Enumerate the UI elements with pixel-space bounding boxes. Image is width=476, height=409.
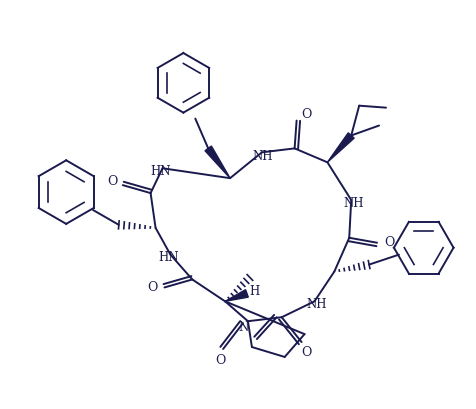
Text: NH: NH [306, 298, 326, 311]
Text: H: H [249, 285, 259, 298]
Text: NH: NH [342, 196, 363, 209]
Text: O: O [108, 175, 118, 188]
Text: O: O [301, 108, 311, 121]
Polygon shape [225, 290, 248, 301]
Text: O: O [215, 355, 225, 367]
Text: HN: HN [158, 251, 178, 264]
Text: O: O [147, 281, 158, 294]
Text: HN: HN [150, 165, 170, 178]
Text: NH: NH [252, 150, 273, 163]
Text: O: O [383, 236, 393, 249]
Polygon shape [205, 146, 229, 178]
Polygon shape [327, 133, 354, 162]
Text: O: O [301, 346, 311, 360]
Text: N: N [238, 321, 248, 334]
